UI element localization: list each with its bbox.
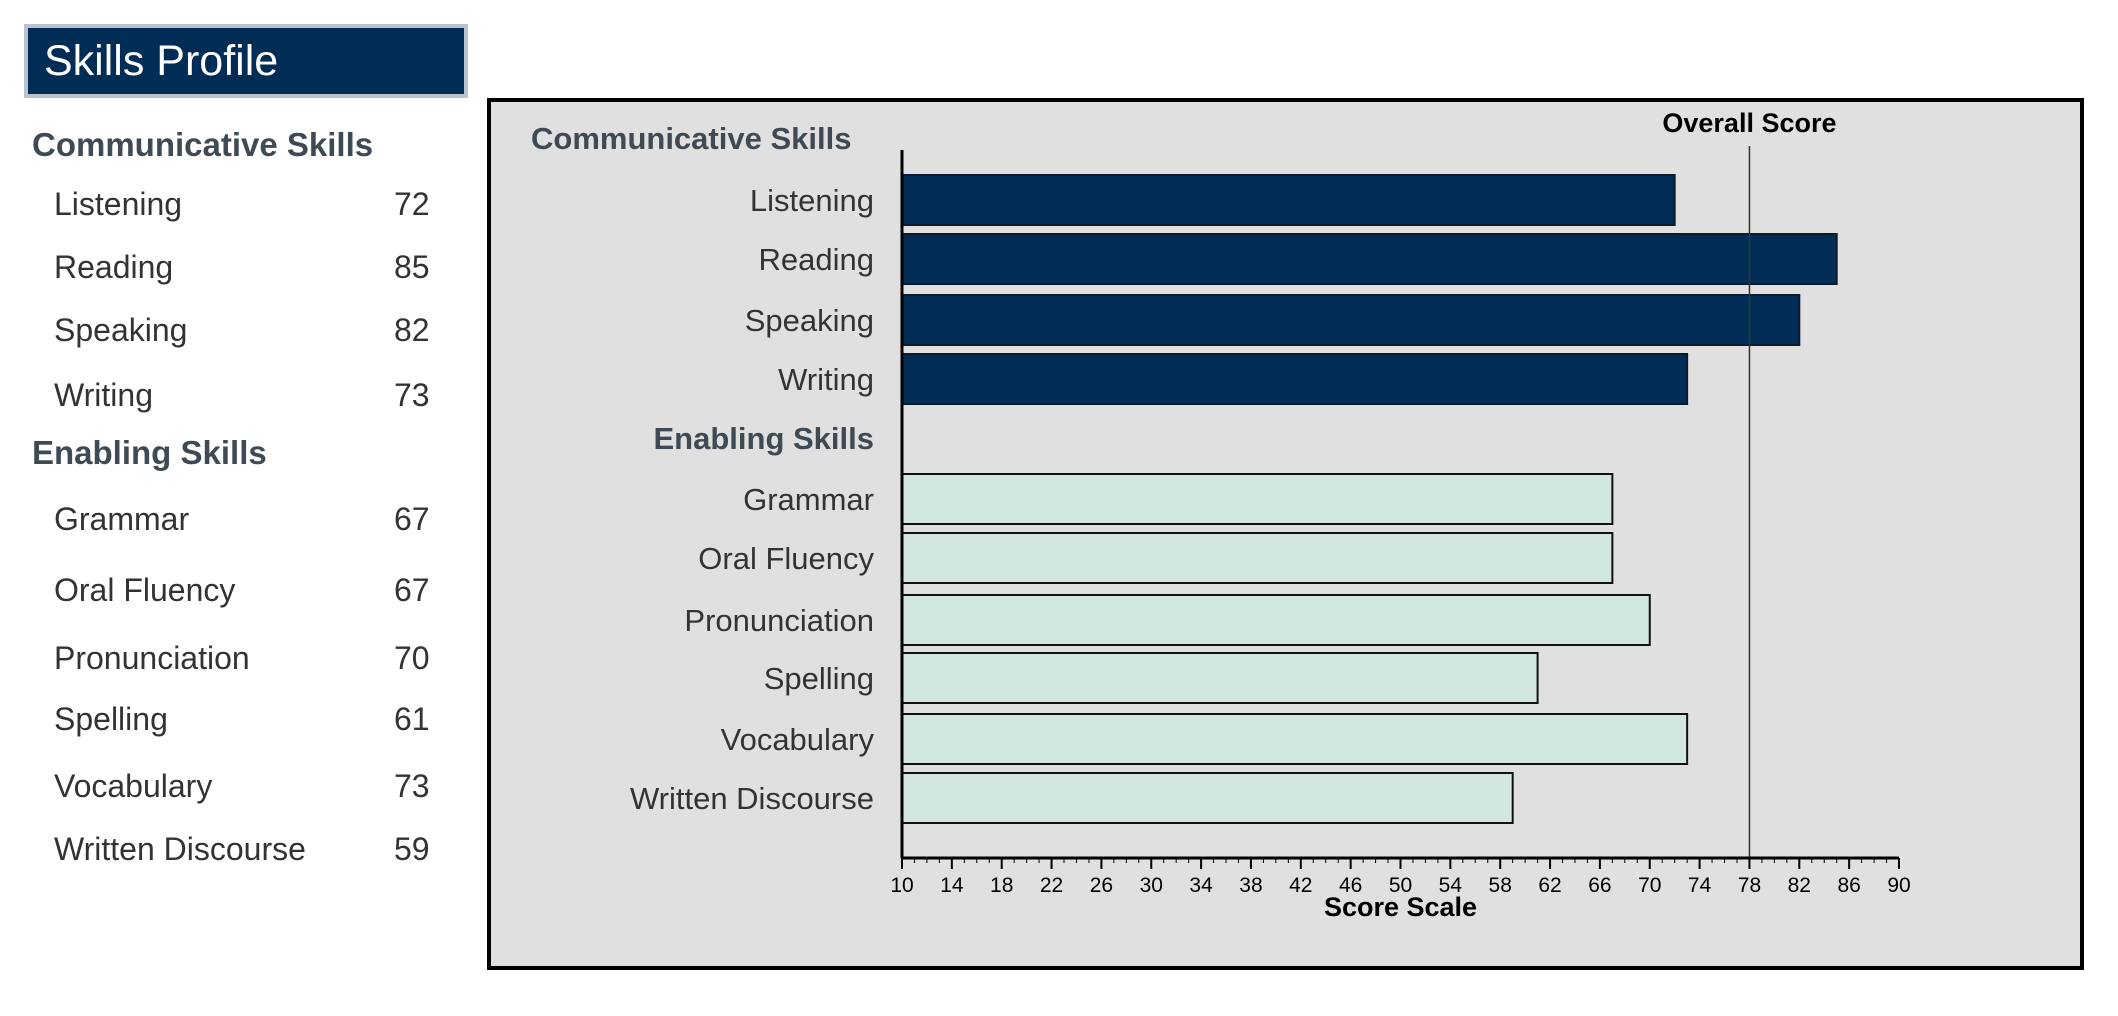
skill-label: Spelling: [54, 701, 168, 737]
category-label: Pronunciation: [684, 603, 874, 638]
category-label: Grammar: [743, 482, 874, 517]
bar: [901, 532, 1614, 584]
tick-label: 62: [1538, 874, 1561, 897]
tick-label: 90: [1887, 874, 1910, 897]
bar: [901, 233, 1838, 285]
skill-score: 67: [394, 501, 430, 537]
bar: [901, 294, 1801, 346]
skill-label: Vocabulary: [54, 768, 213, 804]
tick-label: 14: [940, 874, 964, 897]
category-label: Writing: [778, 362, 874, 397]
title-box: Skills Profile: [24, 24, 468, 98]
x-axis-title: Score Scale: [1324, 892, 1477, 922]
skill-score: 61: [394, 701, 430, 737]
skill-score: 82: [394, 312, 430, 348]
communicative-heading: Communicative Skills: [32, 126, 374, 163]
bar: [901, 652, 1539, 704]
skill-label: Oral Fluency: [54, 572, 236, 608]
bar: [901, 772, 1514, 824]
overall-score-label: Overall Score: [1662, 108, 1836, 138]
category-label: Listening: [750, 183, 874, 218]
tick-label: 34: [1189, 874, 1213, 897]
category-label: Vocabulary: [721, 722, 875, 757]
skill-score: 59: [394, 831, 430, 867]
skill-score: 73: [394, 377, 430, 413]
category-label: Written Discourse: [630, 781, 874, 816]
enabling-heading: Enabling Skills: [32, 434, 267, 471]
group-heading: Communicative Skills: [531, 121, 851, 156]
category-label: Reading: [759, 242, 874, 277]
bar: [901, 713, 1689, 765]
tick-label: 58: [1489, 874, 1512, 897]
skill-label: Grammar: [54, 501, 190, 537]
tick-label: 30: [1140, 874, 1163, 897]
tick-label: 54: [1439, 874, 1463, 897]
category-label: Spelling: [764, 661, 874, 696]
skill-label: Pronunciation: [54, 640, 250, 676]
bar: [901, 594, 1651, 646]
skill-label: Reading: [54, 249, 174, 285]
tick-label: 78: [1738, 874, 1761, 897]
tick-label: 10: [890, 874, 913, 897]
skill-label: Listening: [54, 186, 183, 222]
skill-score: 72: [394, 186, 430, 222]
tick-label: 82: [1788, 874, 1811, 897]
tick-label: 42: [1289, 874, 1312, 897]
page-title: Skills Profile: [44, 36, 279, 85]
tick-label: 50: [1389, 874, 1412, 897]
tick-label: 86: [1837, 874, 1860, 897]
tick-label: 22: [1040, 874, 1063, 897]
tick-label: 70: [1638, 874, 1661, 897]
tick-label: 18: [990, 874, 1013, 897]
skill-label: Speaking: [54, 312, 188, 348]
tick-label: 66: [1588, 874, 1611, 897]
tick-label: 74: [1688, 874, 1712, 897]
category-label: Speaking: [745, 303, 874, 338]
chart-panel: Communicative Skills Enabling Skills Liste…: [487, 98, 2084, 970]
skill-score: 67: [394, 572, 430, 608]
skill-label: Written Discourse: [54, 831, 306, 867]
skill-label: Writing: [54, 377, 153, 413]
skill-score: 70: [394, 640, 430, 676]
bar: [901, 353, 1689, 405]
category-label: Oral Fluency: [698, 541, 874, 576]
tick-label: 26: [1090, 874, 1113, 897]
skill-score: 85: [394, 249, 430, 285]
tick-label: 38: [1239, 874, 1262, 897]
tick-label: 46: [1339, 874, 1362, 897]
bar: [901, 174, 1676, 226]
skills-bar-chart: Communicative Skills Enabling Skills Liste…: [531, 108, 1911, 922]
group-heading: Enabling Skills: [654, 421, 875, 456]
bar: [901, 473, 1614, 525]
skill-score: 73: [394, 768, 430, 804]
